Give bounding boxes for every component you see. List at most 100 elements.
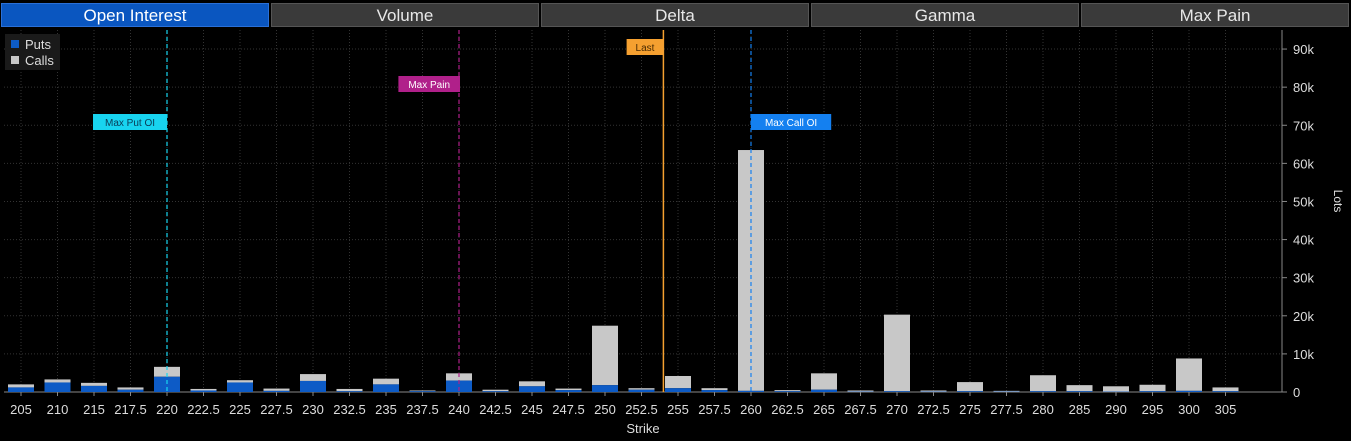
bar-puts-230 (300, 380, 326, 392)
bar-puts-235 (373, 384, 399, 392)
x-tick-label: 250 (594, 402, 616, 417)
x-tick-label: 230 (302, 402, 324, 417)
bar-puts-240 (446, 380, 472, 392)
x-tick-label: 220 (156, 402, 178, 417)
bar-puts-270 (884, 391, 910, 392)
bar-puts-250 (592, 385, 618, 392)
bar-puts-237.5 (409, 391, 436, 392)
bar-puts-227.5 (263, 390, 290, 392)
bar-calls-245 (519, 381, 545, 387)
bar-calls-280 (1030, 375, 1056, 392)
marker-label-max-pain: Max Pain (408, 80, 450, 91)
x-tick-label: 255 (667, 402, 689, 417)
marker-box-max-pain (398, 76, 460, 92)
y-tick-label: 40k (1293, 233, 1314, 248)
bar-calls-257.5 (701, 388, 728, 391)
grid (4, 30, 1282, 393)
bar-puts-217.5 (117, 389, 144, 392)
bar-calls-210 (44, 379, 71, 383)
bar-calls-232.5 (336, 388, 363, 392)
x-tick-label: 270 (886, 402, 908, 417)
bar-calls-215 (81, 382, 107, 386)
bar-puts-300 (1176, 390, 1202, 392)
tab-gamma[interactable]: Gamma (811, 3, 1079, 27)
bar-calls-275 (957, 382, 983, 392)
x-tick-label: 237.5 (406, 402, 439, 417)
tab-max-pain[interactable]: Max Pain (1081, 3, 1349, 27)
tab-delta[interactable]: Delta (541, 3, 809, 27)
y-tick-label: 10k (1293, 347, 1314, 362)
bar-calls-305 (1212, 387, 1239, 392)
marker-box-max-put-oi (93, 114, 167, 130)
y-tick-label: 80k (1293, 80, 1314, 95)
open-interest-chart: 0 10k 20k 30k 40k 50k 60k 70k 80k 90k Lots 205 210 21… (4, 30, 1345, 436)
tab-volume[interactable]: Volume (271, 3, 539, 27)
bar-calls-295 (1139, 384, 1166, 392)
x-tick-label: 240 (448, 402, 470, 417)
x-tick-label: 227.5 (260, 402, 293, 417)
x-tick-label: 257.5 (698, 402, 731, 417)
bar-calls-247.5 (555, 388, 582, 391)
tab-open-interest[interactable]: Open Interest (1, 3, 269, 27)
legend-item-puts: Puts (11, 36, 54, 52)
bar-puts-305 (1212, 391, 1239, 392)
bar-calls-262.5 (774, 390, 801, 392)
legend-swatch-puts (11, 40, 19, 48)
x-tick-label: 247.5 (552, 402, 585, 417)
bar-calls-255 (665, 375, 691, 389)
bar-puts-210 (44, 382, 71, 392)
marker-label-max-put-oi: Max Put OI (105, 118, 155, 129)
legend-item-calls: Calls (11, 52, 54, 68)
bar-puts-295 (1139, 391, 1166, 392)
x-tick-label: 235 (375, 402, 397, 417)
legend-label-puts: Puts (25, 36, 52, 52)
bar-calls-227.5 (263, 388, 290, 391)
bar-puts-260 (738, 390, 764, 392)
y-tick-label: 20k (1293, 309, 1314, 324)
bar-calls-250 (592, 325, 618, 386)
chart-tabs: Open Interest Volume Delta Gamma Max Pai… (1, 3, 1349, 27)
x-tick-label: 215 (83, 402, 105, 417)
chart-legend: Puts Calls (5, 34, 60, 70)
y-tick-label: 50k (1293, 194, 1314, 209)
bar-puts-285 (1066, 391, 1093, 392)
x-tick-label: 265 (813, 402, 835, 417)
bar-puts-252.5 (628, 389, 655, 392)
bar-calls-225 (227, 380, 253, 383)
x-tick-label: 245 (521, 402, 543, 417)
x-tick-label: 210 (47, 402, 69, 417)
bar-calls-220 (154, 366, 180, 377)
x-tick-label: 217.5 (114, 402, 147, 417)
bar-calls-222.5 (190, 388, 217, 391)
y-tick-label: 30k (1293, 271, 1314, 286)
y-tick-label: 60k (1293, 156, 1314, 171)
bar-puts-275 (957, 391, 983, 392)
x-tick-label: 252.5 (625, 402, 658, 417)
bar-puts-255 (665, 388, 691, 392)
x-axis-label: Strike (626, 421, 659, 436)
bar-calls-205 (8, 384, 34, 388)
x-tick-label: 275 (959, 402, 981, 417)
y-tick-label: 70k (1293, 118, 1314, 133)
bar-calls-285 (1066, 385, 1093, 392)
x-tick-label: 295 (1142, 402, 1164, 417)
x-tick-label: 267.5 (844, 402, 877, 417)
bar-calls-242.5 (482, 389, 509, 392)
legend-label-calls: Calls (25, 52, 54, 68)
x-tick-label: 232.5 (333, 402, 366, 417)
x-tick-label: 290 (1105, 402, 1127, 417)
legend-swatch-calls (11, 56, 19, 64)
x-tick-label: 280 (1032, 402, 1054, 417)
x-tick-label: 222.5 (187, 402, 220, 417)
bar-calls-270 (884, 314, 910, 392)
bar-calls-272.5 (920, 390, 947, 392)
x-tick-label: 262.5 (771, 402, 804, 417)
x-tick-label: 305 (1215, 402, 1237, 417)
bar-puts-265 (811, 389, 837, 392)
x-tick-label: 300 (1178, 402, 1200, 417)
bar-puts-257.5 (701, 390, 728, 392)
bar-calls-290 (1103, 386, 1129, 392)
x-tick-label: 260 (740, 402, 762, 417)
bar-puts-262.5 (774, 391, 801, 392)
bar-puts-280 (1030, 391, 1056, 392)
